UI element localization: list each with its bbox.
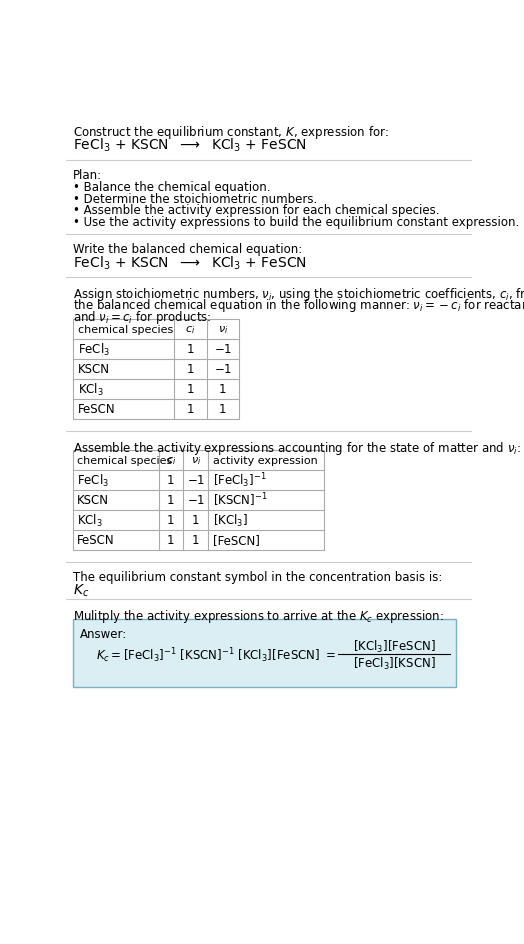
Text: 1: 1: [167, 514, 174, 527]
Text: activity expression: activity expression: [213, 455, 318, 465]
Bar: [73, 319, 239, 419]
Text: • Use the activity expressions to build the equilibrium constant expression.: • Use the activity expressions to build …: [73, 215, 519, 228]
Text: FeSCN: FeSCN: [78, 403, 115, 416]
Text: FeCl$_3$ + KSCN  $\longrightarrow$  KCl$_3$ + FeSCN: FeCl$_3$ + KSCN $\longrightarrow$ KCl$_3…: [73, 136, 307, 154]
Text: the balanced chemical equation in the following manner: $\nu_i = -c_i$ for react: the balanced chemical equation in the fo…: [73, 297, 524, 314]
Text: 1: 1: [219, 403, 226, 416]
Text: $c_i$: $c_i$: [185, 324, 195, 335]
Text: $c_i$: $c_i$: [166, 454, 176, 466]
Text: chemical species: chemical species: [77, 455, 172, 465]
Text: Mulitply the activity expressions to arrive at the $K_c$ expression:: Mulitply the activity expressions to arr…: [73, 607, 444, 624]
Text: 1: 1: [192, 533, 200, 547]
Text: $-1$: $-1$: [214, 343, 232, 356]
Text: $-1$: $-1$: [214, 362, 232, 376]
Text: $K_c = [\mathrm{FeCl_3}]^{-1}\ [\mathrm{KSCN}]^{-1}\ [\mathrm{KCl_3}][\mathrm{Fe: $K_c = [\mathrm{FeCl_3}]^{-1}\ [\mathrm{…: [96, 646, 336, 665]
Text: Assemble the activity expressions accounting for the state of matter and $\nu_i$: Assemble the activity expressions accoun…: [73, 439, 521, 456]
Text: $[\mathrm{FeCl_3}][\mathrm{KSCN}]$: $[\mathrm{FeCl_3}][\mathrm{KSCN}]$: [353, 655, 435, 671]
Text: • Assemble the activity expression for each chemical species.: • Assemble the activity expression for e…: [73, 204, 440, 217]
Text: KSCN: KSCN: [78, 362, 110, 376]
Text: Construct the equilibrium constant, $K$, expression for:: Construct the equilibrium constant, $K$,…: [73, 124, 389, 141]
Text: [KSCN]$^{-1}$: [KSCN]$^{-1}$: [213, 492, 268, 509]
Text: 1: 1: [192, 514, 200, 527]
Text: FeCl$_3$ + KSCN  $\longrightarrow$  KCl$_3$ + FeSCN: FeCl$_3$ + KSCN $\longrightarrow$ KCl$_3…: [73, 255, 307, 272]
Text: FeSCN: FeSCN: [77, 533, 115, 547]
Text: Write the balanced chemical equation:: Write the balanced chemical equation:: [73, 243, 302, 256]
Text: and $\nu_i = c_i$ for products:: and $\nu_i = c_i$ for products:: [73, 309, 212, 326]
Text: 1: 1: [187, 403, 194, 416]
Bar: [73, 619, 456, 687]
Text: $\nu_i$: $\nu_i$: [191, 454, 201, 466]
Text: FeCl$_3$: FeCl$_3$: [77, 472, 109, 488]
Text: Answer:: Answer:: [80, 627, 127, 640]
Text: • Balance the chemical equation.: • Balance the chemical equation.: [73, 181, 271, 194]
Text: 1: 1: [167, 494, 174, 507]
Text: 1: 1: [187, 362, 194, 376]
Text: $[\mathrm{KCl_3}][\mathrm{FeSCN}]$: $[\mathrm{KCl_3}][\mathrm{FeSCN}]$: [353, 638, 435, 654]
Text: KCl$_3$: KCl$_3$: [78, 381, 104, 397]
Text: FeCl$_3$: FeCl$_3$: [78, 342, 110, 358]
Text: 1: 1: [187, 343, 194, 356]
Text: [FeCl$_3$]$^{-1}$: [FeCl$_3$]$^{-1}$: [213, 471, 266, 490]
Text: $-1$: $-1$: [187, 494, 205, 507]
Text: 1: 1: [167, 533, 174, 547]
Text: KSCN: KSCN: [77, 494, 109, 507]
Text: KCl$_3$: KCl$_3$: [77, 513, 103, 529]
Text: 1: 1: [167, 474, 174, 487]
Text: 1: 1: [219, 383, 226, 396]
Text: $K_c$: $K_c$: [73, 582, 90, 598]
Text: Plan:: Plan:: [73, 169, 102, 181]
Text: [FeSCN]: [FeSCN]: [213, 533, 259, 547]
Text: [KCl$_3$]: [KCl$_3$]: [213, 513, 248, 529]
Text: 1: 1: [187, 383, 194, 396]
Bar: [73, 450, 324, 550]
Text: $\nu_i$: $\nu_i$: [217, 324, 228, 335]
Text: Assign stoichiometric numbers, $\nu_i$, using the stoichiometric coefficients, $: Assign stoichiometric numbers, $\nu_i$, …: [73, 286, 524, 303]
Text: chemical species: chemical species: [78, 325, 173, 334]
Text: $-1$: $-1$: [187, 474, 205, 487]
Text: • Determine the stoichiometric numbers.: • Determine the stoichiometric numbers.: [73, 193, 318, 206]
Text: The equilibrium constant symbol in the concentration basis is:: The equilibrium constant symbol in the c…: [73, 570, 443, 583]
